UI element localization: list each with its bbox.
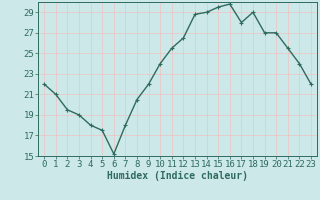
X-axis label: Humidex (Indice chaleur): Humidex (Indice chaleur) xyxy=(107,171,248,181)
